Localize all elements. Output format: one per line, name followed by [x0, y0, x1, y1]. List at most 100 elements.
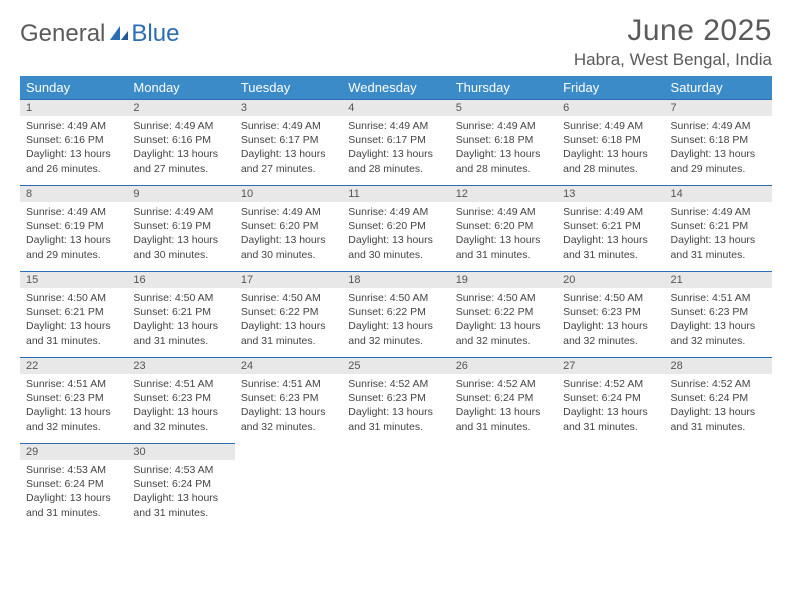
daylight-text: Daylight: 13 hours and 31 minutes.: [26, 491, 121, 519]
calendar-cell: 1Sunrise: 4:49 AMSunset: 6:16 PMDaylight…: [20, 100, 127, 186]
daylight-text: Daylight: 13 hours and 32 minutes.: [26, 405, 121, 433]
daylight-text: Daylight: 13 hours and 30 minutes.: [133, 233, 228, 261]
calendar-cell: 28Sunrise: 4:52 AMSunset: 6:24 PMDayligh…: [665, 358, 772, 444]
sunrise-text: Sunrise: 4:51 AM: [671, 291, 766, 305]
day-content: Sunrise: 4:53 AMSunset: 6:24 PMDaylight:…: [20, 460, 127, 524]
day-number: 17: [235, 272, 342, 288]
day-number: 11: [342, 186, 449, 202]
sunset-text: Sunset: 6:24 PM: [456, 391, 551, 405]
daylight-text: Daylight: 13 hours and 28 minutes.: [456, 147, 551, 175]
daylight-text: Daylight: 13 hours and 31 minutes.: [456, 405, 551, 433]
day-number: 5: [450, 100, 557, 116]
daylight-text: Daylight: 13 hours and 28 minutes.: [563, 147, 658, 175]
calendar-cell: 4Sunrise: 4:49 AMSunset: 6:17 PMDaylight…: [342, 100, 449, 186]
sunset-text: Sunset: 6:18 PM: [671, 133, 766, 147]
day-number: 8: [20, 186, 127, 202]
sunrise-text: Sunrise: 4:49 AM: [671, 205, 766, 219]
daylight-text: Daylight: 13 hours and 28 minutes.: [348, 147, 443, 175]
sunset-text: Sunset: 6:17 PM: [348, 133, 443, 147]
daylight-text: Daylight: 13 hours and 30 minutes.: [241, 233, 336, 261]
day-content: Sunrise: 4:50 AMSunset: 6:21 PMDaylight:…: [20, 288, 127, 352]
sunrise-text: Sunrise: 4:49 AM: [133, 205, 228, 219]
day-content: Sunrise: 4:49 AMSunset: 6:21 PMDaylight:…: [665, 202, 772, 266]
day-number: 15: [20, 272, 127, 288]
sunset-text: Sunset: 6:24 PM: [671, 391, 766, 405]
calendar-cell: 3Sunrise: 4:49 AMSunset: 6:17 PMDaylight…: [235, 100, 342, 186]
day-content: Sunrise: 4:50 AMSunset: 6:22 PMDaylight:…: [235, 288, 342, 352]
sunrise-text: Sunrise: 4:50 AM: [348, 291, 443, 305]
sunrise-text: Sunrise: 4:50 AM: [241, 291, 336, 305]
calendar-cell: 25Sunrise: 4:52 AMSunset: 6:23 PMDayligh…: [342, 358, 449, 444]
day-content: Sunrise: 4:52 AMSunset: 6:24 PMDaylight:…: [450, 374, 557, 438]
calendar-cell: 18Sunrise: 4:50 AMSunset: 6:22 PMDayligh…: [342, 272, 449, 358]
calendar-cell: 7Sunrise: 4:49 AMSunset: 6:18 PMDaylight…: [665, 100, 772, 186]
sunrise-text: Sunrise: 4:50 AM: [563, 291, 658, 305]
sunrise-text: Sunrise: 4:49 AM: [456, 119, 551, 133]
sunset-text: Sunset: 6:23 PM: [26, 391, 121, 405]
day-number: 18: [342, 272, 449, 288]
day-content: Sunrise: 4:49 AMSunset: 6:20 PMDaylight:…: [235, 202, 342, 266]
daylight-text: Daylight: 13 hours and 31 minutes.: [348, 405, 443, 433]
weekday-head: Monday: [127, 76, 234, 100]
calendar-cell: 29Sunrise: 4:53 AMSunset: 6:24 PMDayligh…: [20, 444, 127, 530]
calendar-cell: 11Sunrise: 4:49 AMSunset: 6:20 PMDayligh…: [342, 186, 449, 272]
day-content: Sunrise: 4:52 AMSunset: 6:24 PMDaylight:…: [665, 374, 772, 438]
day-number: 13: [557, 186, 664, 202]
sunrise-text: Sunrise: 4:51 AM: [133, 377, 228, 391]
daylight-text: Daylight: 13 hours and 31 minutes.: [563, 405, 658, 433]
calendar-cell: 15Sunrise: 4:50 AMSunset: 6:21 PMDayligh…: [20, 272, 127, 358]
sunset-text: Sunset: 6:24 PM: [133, 477, 228, 491]
calendar-cell: 19Sunrise: 4:50 AMSunset: 6:22 PMDayligh…: [450, 272, 557, 358]
sunrise-text: Sunrise: 4:50 AM: [133, 291, 228, 305]
daylight-text: Daylight: 13 hours and 31 minutes.: [26, 319, 121, 347]
location-label: Habra, West Bengal, India: [574, 50, 772, 70]
sunrise-text: Sunrise: 4:52 AM: [456, 377, 551, 391]
calendar-row: 1Sunrise: 4:49 AMSunset: 6:16 PMDaylight…: [20, 100, 772, 186]
sunset-text: Sunset: 6:21 PM: [563, 219, 658, 233]
calendar-cell: [342, 444, 449, 530]
day-number: 4: [342, 100, 449, 116]
sunset-text: Sunset: 6:24 PM: [26, 477, 121, 491]
calendar-cell: 2Sunrise: 4:49 AMSunset: 6:16 PMDaylight…: [127, 100, 234, 186]
day-content: Sunrise: 4:50 AMSunset: 6:22 PMDaylight:…: [450, 288, 557, 352]
sunset-text: Sunset: 6:22 PM: [241, 305, 336, 319]
day-number: 30: [127, 444, 234, 460]
day-number: 25: [342, 358, 449, 374]
weekday-head: Sunday: [20, 76, 127, 100]
sunrise-text: Sunrise: 4:49 AM: [563, 205, 658, 219]
calendar-cell: 20Sunrise: 4:50 AMSunset: 6:23 PMDayligh…: [557, 272, 664, 358]
daylight-text: Daylight: 13 hours and 27 minutes.: [133, 147, 228, 175]
day-number: 14: [665, 186, 772, 202]
calendar-cell: 17Sunrise: 4:50 AMSunset: 6:22 PMDayligh…: [235, 272, 342, 358]
day-content: Sunrise: 4:49 AMSunset: 6:17 PMDaylight:…: [235, 116, 342, 180]
calendar-cell: 8Sunrise: 4:49 AMSunset: 6:19 PMDaylight…: [20, 186, 127, 272]
day-content: Sunrise: 4:51 AMSunset: 6:23 PMDaylight:…: [127, 374, 234, 438]
sunset-text: Sunset: 6:23 PM: [241, 391, 336, 405]
day-number: 3: [235, 100, 342, 116]
brand-word2: Blue: [131, 20, 179, 48]
day-number: 6: [557, 100, 664, 116]
brand-word1: General: [20, 20, 105, 48]
calendar-cell: 14Sunrise: 4:49 AMSunset: 6:21 PMDayligh…: [665, 186, 772, 272]
sunrise-text: Sunrise: 4:52 AM: [563, 377, 658, 391]
day-content: Sunrise: 4:49 AMSunset: 6:16 PMDaylight:…: [127, 116, 234, 180]
calendar-cell: 13Sunrise: 4:49 AMSunset: 6:21 PMDayligh…: [557, 186, 664, 272]
sunrise-text: Sunrise: 4:49 AM: [133, 119, 228, 133]
calendar-cell: 10Sunrise: 4:49 AMSunset: 6:20 PMDayligh…: [235, 186, 342, 272]
sunrise-text: Sunrise: 4:49 AM: [241, 119, 336, 133]
day-content: Sunrise: 4:49 AMSunset: 6:20 PMDaylight:…: [342, 202, 449, 266]
day-number: 19: [450, 272, 557, 288]
day-number: 12: [450, 186, 557, 202]
daylight-text: Daylight: 13 hours and 31 minutes.: [133, 491, 228, 519]
calendar-cell: 16Sunrise: 4:50 AMSunset: 6:21 PMDayligh…: [127, 272, 234, 358]
day-content: Sunrise: 4:49 AMSunset: 6:20 PMDaylight:…: [450, 202, 557, 266]
sunrise-text: Sunrise: 4:53 AM: [133, 463, 228, 477]
daylight-text: Daylight: 13 hours and 30 minutes.: [348, 233, 443, 261]
daylight-text: Daylight: 13 hours and 31 minutes.: [456, 233, 551, 261]
weekday-head: Friday: [557, 76, 664, 100]
sunset-text: Sunset: 6:16 PM: [26, 133, 121, 147]
day-number: 10: [235, 186, 342, 202]
sunset-text: Sunset: 6:22 PM: [348, 305, 443, 319]
daylight-text: Daylight: 13 hours and 32 minutes.: [133, 405, 228, 433]
sunrise-text: Sunrise: 4:51 AM: [26, 377, 121, 391]
